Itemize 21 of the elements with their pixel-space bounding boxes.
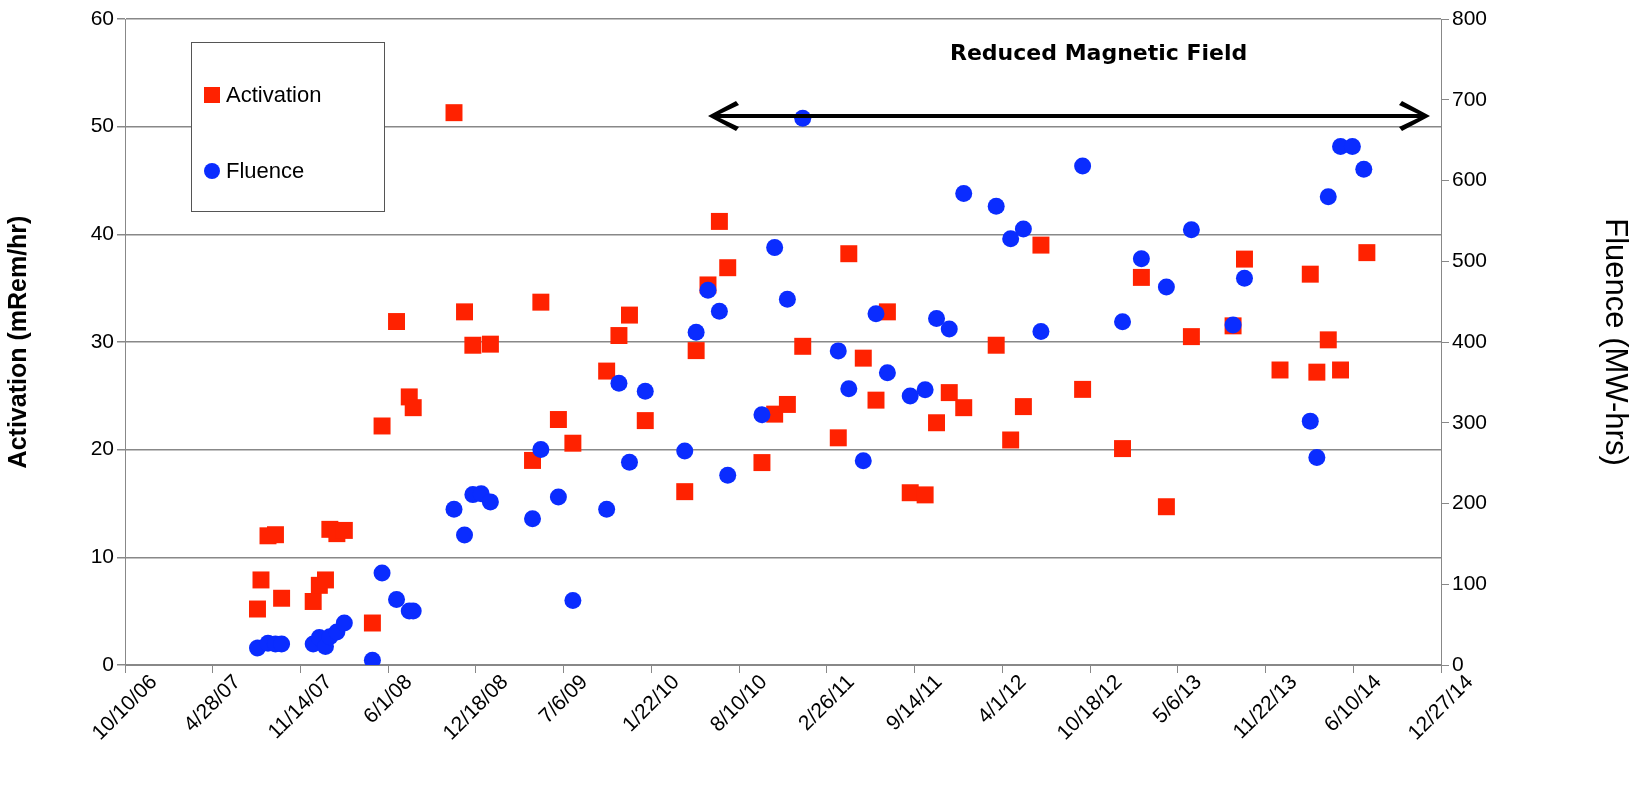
y-axis-title: Activation (mRem/hr) bbox=[2, 215, 31, 469]
y-tick-label: 10 bbox=[90, 544, 114, 568]
y2-tick-label: 500 bbox=[1452, 248, 1488, 272]
y2-tick-label: 700 bbox=[1452, 86, 1488, 110]
legend-label: Activation bbox=[226, 82, 322, 108]
y2-tick-label: 600 bbox=[1452, 167, 1488, 191]
y2-axis-title: Fluence (MW-hrs) bbox=[1598, 218, 1634, 466]
y-tick-label: 20 bbox=[90, 436, 114, 460]
y-tick-label: 60 bbox=[90, 5, 114, 29]
y2-tick-label: 100 bbox=[1452, 571, 1488, 595]
y2-tick-label: 300 bbox=[1452, 409, 1488, 433]
y2-tick-label: 400 bbox=[1452, 328, 1488, 352]
legend-label: Fluence bbox=[226, 158, 305, 184]
y-tick-label: 40 bbox=[90, 221, 114, 245]
y-tick-label: 0 bbox=[102, 651, 114, 675]
y-tick-label: 50 bbox=[90, 113, 114, 137]
y-tick-label: 30 bbox=[90, 328, 114, 352]
annotation: Reduced Magnetic Field bbox=[950, 40, 1248, 65]
y2-tick-label: 200 bbox=[1452, 490, 1488, 514]
y2-tick-label: 0 bbox=[1452, 651, 1464, 675]
y2-tick-label: 800 bbox=[1452, 5, 1488, 29]
